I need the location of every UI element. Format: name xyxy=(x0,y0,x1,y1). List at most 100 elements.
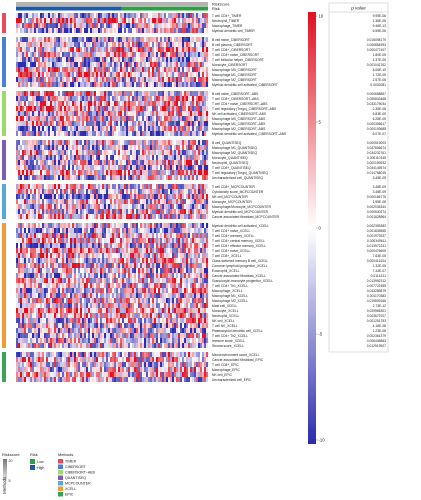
heatmap-cell xyxy=(28,214,31,219)
heatmap-cell xyxy=(168,111,171,116)
heatmap-cell xyxy=(184,175,187,180)
heatmap-cell xyxy=(166,101,169,106)
heatmap-cell xyxy=(150,42,153,47)
heatmap-cell xyxy=(72,268,75,273)
heatmap-cell xyxy=(18,131,21,136)
heatmap-cell xyxy=(120,150,123,155)
heatmap-cell xyxy=(128,121,131,126)
heatmap-cell xyxy=(90,194,93,199)
heatmap-cell xyxy=(86,268,89,273)
heatmap-cell xyxy=(186,238,189,243)
heatmap-cell xyxy=(196,243,199,248)
heatmap-cell xyxy=(44,165,47,170)
heatmap-cell xyxy=(140,288,143,293)
heatmap-cell xyxy=(98,91,101,96)
heatmap-cell xyxy=(178,28,181,33)
heatmap-cell xyxy=(158,238,161,243)
heatmap-cell xyxy=(26,13,29,18)
heatmap-cell xyxy=(178,91,181,96)
heatmap-cell xyxy=(166,131,169,136)
heatmap-cell xyxy=(108,91,111,96)
heatmap-cell xyxy=(60,253,63,258)
heatmap-cell xyxy=(76,184,79,189)
heatmap-cell xyxy=(188,263,191,268)
heatmap-cell xyxy=(178,72,181,77)
heatmap-cell xyxy=(18,223,21,228)
heatmap-cell xyxy=(40,199,43,204)
heatmap-cell xyxy=(196,209,199,214)
heatmap-cell xyxy=(168,184,171,189)
heatmap-cell xyxy=(48,106,51,111)
heatmap-cell xyxy=(122,77,125,82)
heatmap-cell xyxy=(192,165,195,170)
heatmap-cell xyxy=(34,77,37,82)
heatmap-cell xyxy=(70,111,73,116)
heatmap-cell xyxy=(74,223,77,228)
heatmap-cell xyxy=(164,62,167,67)
heatmap-cell xyxy=(158,72,161,77)
heatmap-cell xyxy=(80,248,83,253)
heatmap-cell xyxy=(122,57,125,62)
heatmap-cell xyxy=(84,91,87,96)
heatmap-cell xyxy=(22,243,25,248)
heatmap-cell xyxy=(158,106,161,111)
heatmap-cell xyxy=(24,243,27,248)
heatmap-cell xyxy=(192,42,195,47)
heatmap-cell xyxy=(160,155,163,160)
heatmap-cell xyxy=(68,18,71,23)
heatmap-cell xyxy=(136,111,139,116)
heatmap-cell xyxy=(152,47,155,52)
heatmap-cell xyxy=(98,204,101,209)
heatmap-cell xyxy=(64,67,67,72)
heatmap-cell xyxy=(160,268,163,273)
heatmap-cell xyxy=(28,204,31,209)
heatmap-cell xyxy=(152,140,155,145)
heatmap-cell xyxy=(146,204,149,209)
heatmap-cell xyxy=(106,199,109,204)
heatmap-cell xyxy=(176,145,179,150)
heatmap-cell xyxy=(124,101,127,106)
heatmap-cell xyxy=(156,111,159,116)
heatmap-cell xyxy=(142,238,145,243)
heatmap-cell xyxy=(34,23,37,28)
heatmap-cell xyxy=(124,116,127,121)
heatmap-cell xyxy=(176,116,179,121)
heatmap-cell xyxy=(152,278,155,283)
heatmap-cell xyxy=(198,263,201,268)
heatmap-cell xyxy=(74,189,77,194)
heatmap-cell xyxy=(40,91,43,96)
heatmap-cell xyxy=(142,165,145,170)
heatmap-cell xyxy=(162,253,165,258)
heatmap-cell xyxy=(114,111,117,116)
heatmap-cell xyxy=(112,62,115,67)
heatmap-cell xyxy=(142,243,145,248)
heatmap-cell xyxy=(164,243,167,248)
heatmap-cell xyxy=(34,116,37,121)
heatmap-cell xyxy=(152,23,155,28)
heatmap-cell xyxy=(176,288,179,293)
heatmap-cell xyxy=(22,150,25,155)
heatmap-cell xyxy=(158,42,161,47)
heatmap-cell xyxy=(86,278,89,283)
heatmap-cell xyxy=(200,258,203,263)
heatmap-cell xyxy=(112,214,115,219)
heatmap-cell xyxy=(190,288,193,293)
heatmap-cell xyxy=(126,150,129,155)
heatmap-cell xyxy=(38,175,41,180)
heatmap-cell xyxy=(86,189,89,194)
heatmap-cell xyxy=(142,214,145,219)
heatmap-cell xyxy=(68,47,71,52)
heatmap-cell xyxy=(190,67,193,72)
heatmap-cell xyxy=(124,184,127,189)
heatmap-cell xyxy=(96,263,99,268)
heatmap-cell xyxy=(180,37,183,42)
heatmap-cell xyxy=(46,199,49,204)
heatmap-cell xyxy=(178,209,181,214)
heatmap-cell xyxy=(24,214,27,219)
heatmap-cell xyxy=(158,116,161,121)
heatmap-cell xyxy=(112,67,115,72)
heatmap-cell xyxy=(48,160,51,165)
heatmap-cell xyxy=(20,204,23,209)
heatmap-cell xyxy=(124,248,127,253)
heatmap-cell xyxy=(176,150,179,155)
